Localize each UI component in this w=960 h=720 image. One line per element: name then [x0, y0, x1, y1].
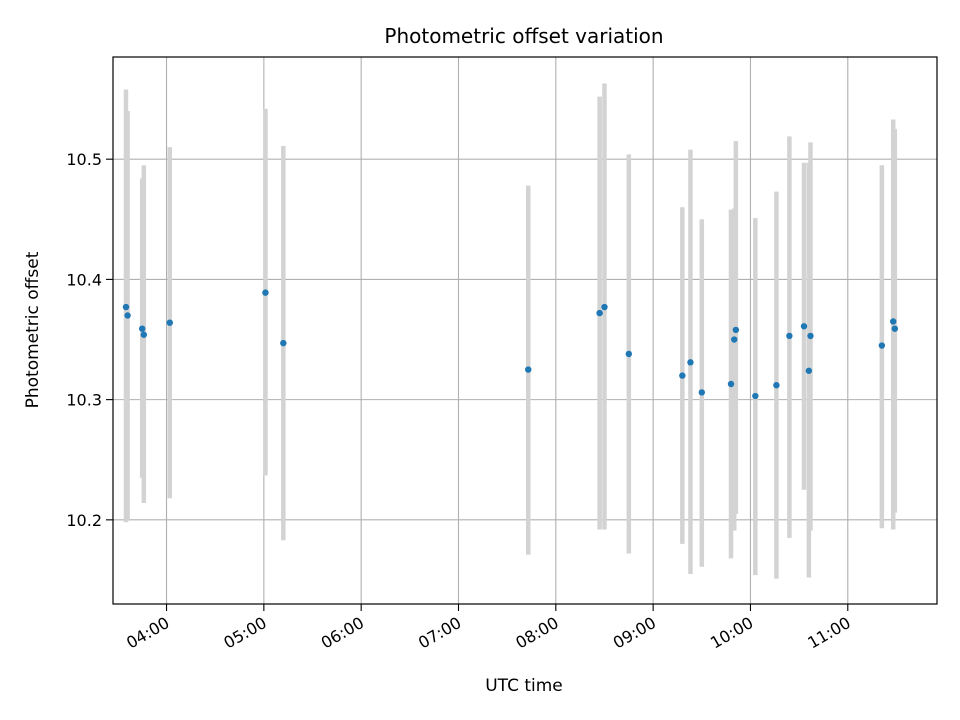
- data-point: [166, 319, 173, 326]
- data-point: [698, 389, 706, 396]
- y-tick-label: 10.4: [66, 270, 102, 289]
- y-tick-label: 10.5: [66, 150, 102, 169]
- data-point: [807, 332, 814, 340]
- data-point: [687, 359, 694, 366]
- x-tick-label: 06:00: [318, 613, 367, 653]
- data-point: [601, 303, 608, 311]
- data-point: [731, 336, 738, 343]
- data-point: [280, 339, 287, 347]
- x-tick-label: 04:00: [123, 613, 172, 653]
- data-point: [727, 380, 735, 388]
- data-point: [891, 325, 899, 332]
- x-tick-label: 07:00: [415, 613, 464, 653]
- error-bars: [123, 83, 898, 579]
- x-axis-title: UTC time: [485, 676, 563, 696]
- chart-title: Photometric offset variation: [384, 24, 663, 48]
- x-tick-label: 10:00: [707, 613, 756, 653]
- y-axis-ticks: 10.2 10.3 10.4 10.5: [66, 150, 113, 530]
- data-point: [878, 342, 886, 349]
- data-point: [773, 382, 780, 389]
- x-tick-label: 08:00: [512, 613, 561, 653]
- x-axis-ticks: 04:00 05:00 06:00 07:00 08:00 09:00 10:00 11:00: [123, 604, 854, 653]
- y-tick-label: 10.3: [66, 391, 102, 410]
- x-tick-label: 11:00: [804, 613, 853, 653]
- data-point: [679, 372, 686, 379]
- data-point: [732, 326, 740, 334]
- data-point: [122, 303, 130, 311]
- x-tick-label: 05:00: [220, 613, 269, 653]
- data-point: [752, 392, 759, 400]
- data-point: [124, 312, 131, 319]
- data-points: [122, 289, 899, 400]
- data-point: [805, 367, 813, 374]
- data-point: [890, 318, 897, 325]
- plot-frame: [112, 56, 938, 605]
- x-tick-label: 09:00: [610, 613, 659, 653]
- data-point: [262, 289, 269, 296]
- grid: [113, 57, 937, 604]
- y-tick-label: 10.2: [66, 511, 102, 530]
- data-point: [138, 325, 146, 332]
- y-axis-title: Photometric offset: [23, 251, 43, 408]
- data-point: [140, 331, 148, 338]
- data-point: [625, 350, 633, 358]
- data-point: [800, 323, 808, 330]
- data-point: [525, 366, 532, 373]
- data-point: [596, 309, 603, 317]
- data-point: [786, 332, 793, 340]
